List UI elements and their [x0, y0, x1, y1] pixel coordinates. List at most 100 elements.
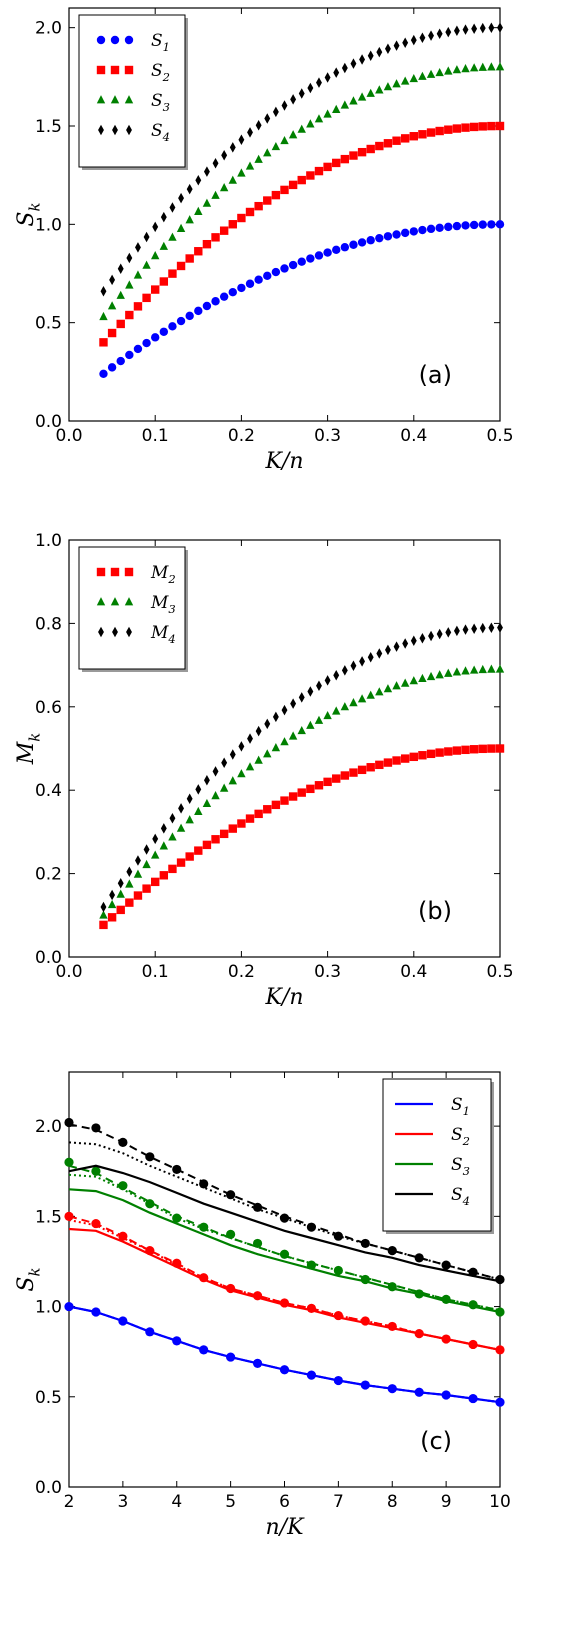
data-point	[452, 746, 462, 755]
data-point	[297, 788, 306, 797]
data-point	[349, 768, 358, 777]
data-point	[487, 121, 496, 131]
chart-panel-c: 2 3 4 5 6 7 8 9 10 0.0 0.5 1.0 1.5 2.0 n/K Sk (c) S1 S2 S3 S…	[14, 1071, 511, 1540]
data-point	[254, 275, 263, 284]
y-axis-label-group: Sk	[14, 1267, 44, 1291]
y-tick-label: 0.8	[35, 614, 62, 634]
data-point	[228, 288, 237, 297]
data-point	[117, 263, 124, 275]
data-point	[279, 1365, 290, 1375]
data-point	[366, 763, 375, 772]
data-point	[402, 638, 409, 649]
data-point	[133, 869, 143, 878]
panel-label: (a)	[419, 361, 452, 389]
data-point	[247, 733, 253, 744]
data-point	[478, 62, 487, 71]
data-point	[426, 128, 436, 137]
data-point	[332, 706, 341, 715]
data-point	[323, 162, 332, 172]
data-point	[409, 676, 418, 685]
data-point	[478, 122, 487, 131]
data-point	[392, 136, 401, 145]
data-point	[219, 183, 229, 192]
data-point	[435, 748, 444, 757]
data-point	[228, 175, 237, 184]
data-point	[160, 823, 167, 834]
data-point	[478, 220, 487, 229]
data-point	[64, 1117, 74, 1128]
data-point	[357, 92, 367, 101]
data-point	[428, 30, 434, 41]
data-point	[91, 1307, 101, 1317]
data-point	[306, 1260, 317, 1270]
data-point	[172, 1213, 182, 1223]
data-point	[194, 306, 203, 316]
legend-marker	[124, 65, 134, 75]
data-point	[419, 633, 426, 644]
data-point	[168, 832, 177, 841]
data-point	[375, 687, 384, 696]
data-point	[194, 206, 203, 215]
y-tick-label: 0.6	[35, 698, 62, 718]
data-point	[271, 800, 281, 810]
panel-label: (c)	[420, 1427, 452, 1455]
dotted-line	[68, 1141, 501, 1281]
data-point	[202, 239, 212, 249]
data-point	[99, 311, 108, 321]
data-point	[151, 285, 160, 294]
data-point	[461, 64, 470, 73]
data-point	[133, 344, 143, 354]
data-point	[107, 328, 117, 338]
data-point	[375, 141, 384, 151]
legend-marker	[126, 124, 132, 136]
data-point	[495, 1307, 505, 1317]
y-tick-label: 0.5	[35, 1388, 62, 1408]
data-point	[219, 829, 229, 839]
data-point	[306, 1370, 317, 1380]
solid-line	[68, 1164, 501, 1283]
data-point	[414, 1329, 424, 1339]
data-point	[332, 104, 341, 113]
data-point	[400, 754, 410, 763]
data-point	[375, 85, 384, 94]
data-point	[479, 22, 486, 34]
data-point	[125, 879, 134, 888]
data-point	[263, 148, 272, 157]
y-tick-label: 0.5	[35, 314, 62, 334]
data-point	[288, 260, 298, 270]
y-tick-label: 0.4	[35, 781, 62, 801]
legend-marker	[112, 626, 118, 638]
data-point	[487, 664, 496, 673]
legend-marker	[110, 95, 120, 104]
data-point	[202, 840, 212, 850]
y-tick-label: 1.0	[35, 1298, 62, 1318]
legend-marker	[110, 35, 120, 45]
data-point	[199, 1222, 209, 1232]
data-point	[387, 1384, 397, 1394]
data-point	[297, 175, 306, 185]
data-point	[340, 100, 350, 109]
legend-label: M3	[150, 593, 176, 616]
data-point	[237, 283, 246, 293]
data-point	[91, 1218, 101, 1229]
data-point	[172, 1258, 182, 1268]
data-point	[254, 201, 263, 211]
solid-line	[68, 1305, 501, 1404]
data-point	[219, 783, 229, 792]
data-point	[176, 823, 186, 832]
data-point	[366, 144, 375, 154]
data-point	[385, 43, 391, 54]
data-point	[107, 363, 117, 372]
data-point	[392, 230, 401, 239]
data-point	[194, 846, 203, 855]
data-point	[226, 1352, 236, 1362]
data-point	[228, 776, 237, 785]
data-point	[186, 793, 193, 804]
data-point	[271, 190, 281, 200]
data-point	[497, 622, 503, 633]
data-point	[117, 877, 124, 889]
data-point	[444, 66, 453, 75]
data-point	[387, 1246, 397, 1256]
data-point	[495, 664, 505, 673]
data-point	[297, 725, 306, 735]
